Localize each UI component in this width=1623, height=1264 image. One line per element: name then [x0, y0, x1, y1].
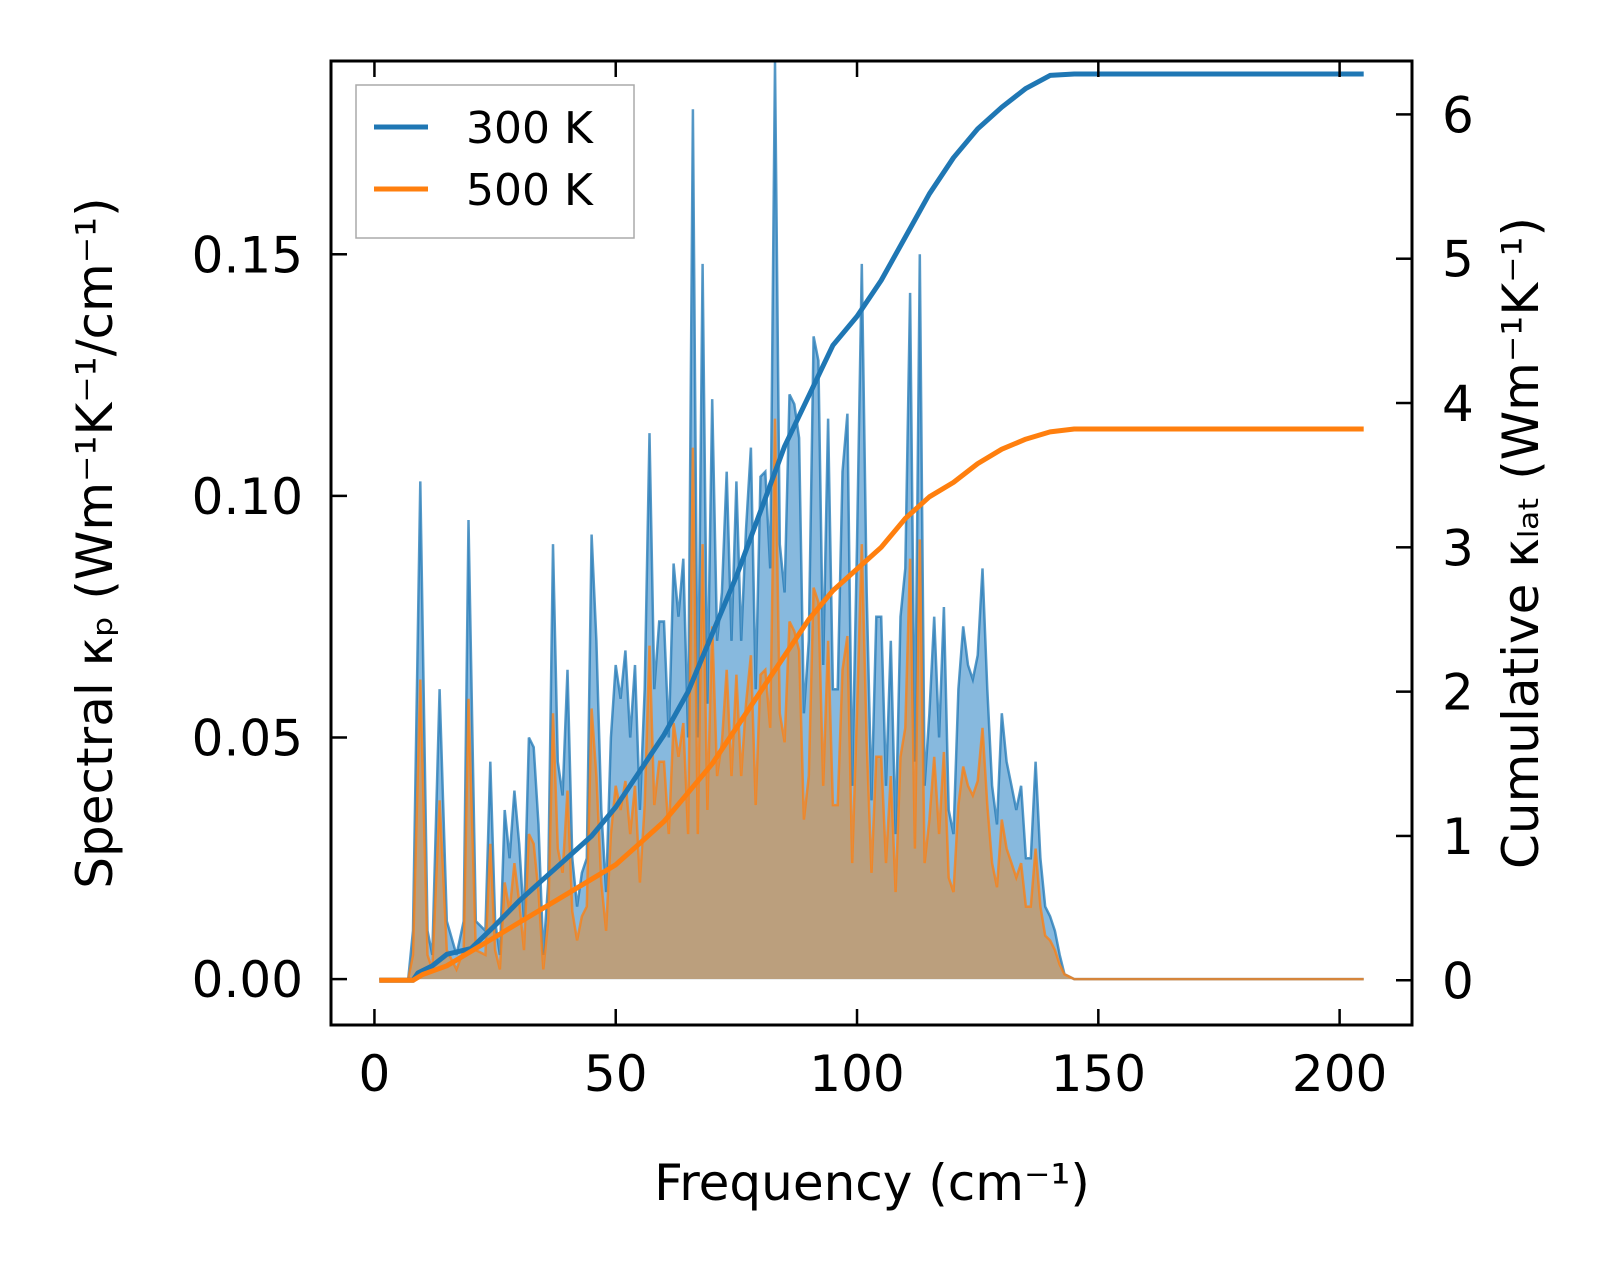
right-tick-label: 4: [1442, 375, 1474, 433]
spectral-area-500k: [379, 418, 1364, 980]
left-tick-label: 0.15: [192, 226, 303, 284]
legend-box: [355, 84, 635, 239]
right-tick-label: 2: [1442, 664, 1474, 722]
spectral-area-300k: [379, 61, 1364, 980]
left-tick-label: 0.00: [192, 951, 303, 1009]
right-axis-title: Cumulative κₗₐₜ (Wm⁻¹K⁻¹): [1492, 217, 1550, 869]
plot-frame: [329, 59, 1414, 1027]
right-tick-label: 3: [1442, 519, 1474, 577]
left-axis-title: Spectral κₚ (Wm⁻¹K⁻¹/cm⁻¹): [66, 197, 124, 888]
left-tick-label: 0.05: [192, 709, 303, 767]
spectral-line-500k: [379, 418, 1364, 981]
legend-label-500k: 500 K: [466, 165, 594, 216]
left-tick-label: 0.10: [192, 468, 303, 526]
legend-label-300k: 300 K: [466, 103, 594, 154]
x-tick-label: 200: [1292, 1045, 1387, 1103]
right-tick-label: 5: [1442, 231, 1474, 289]
right-tick-label: 6: [1442, 86, 1474, 144]
x-tick-label: 0: [359, 1045, 391, 1103]
cumulative-line-300k: [379, 71, 1364, 983]
legend: 300 K 500 K: [355, 84, 635, 239]
plot-area: [379, 60, 1364, 983]
x-axis-title: Frequency (cm⁻¹): [654, 1154, 1090, 1212]
spectral-line-300k: [379, 60, 1364, 981]
x-tick-label: 50: [584, 1045, 648, 1103]
right-tick-label: 1: [1442, 808, 1474, 866]
x-tick-label: 100: [809, 1045, 904, 1103]
axis-ticks: 0 50 100 150 200 0.00 0.05 0.10 0.15 0 1 2 3 4 5 6: [192, 61, 1474, 1103]
cumulative-line-500k: [379, 426, 1364, 983]
x-tick-label: 150: [1051, 1045, 1146, 1103]
right-tick-label: 0: [1442, 952, 1474, 1010]
